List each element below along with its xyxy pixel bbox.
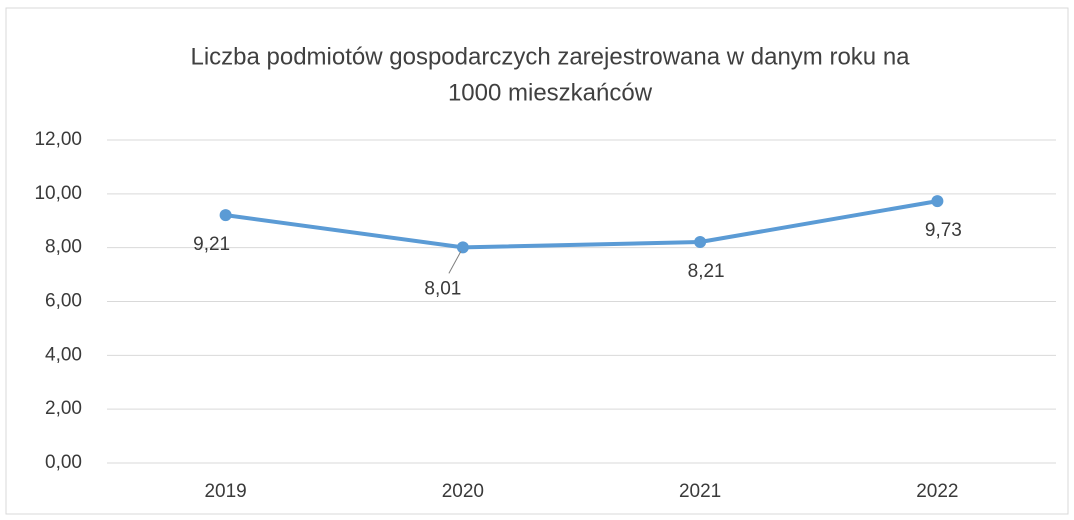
chart-title: 1000 mieszkańców — [448, 79, 653, 106]
data-label: 8,21 — [688, 261, 725, 282]
y-tick-label: 10,00 — [34, 183, 82, 204]
x-tick-label: 2020 — [442, 481, 484, 502]
x-tick-label: 2019 — [204, 481, 246, 502]
marker — [219, 209, 232, 222]
data-label: 9,73 — [925, 220, 962, 241]
series-line — [225, 199, 938, 250]
marker — [694, 236, 707, 249]
y-tick-label: 0,00 — [45, 452, 82, 473]
data-label: 9,21 — [193, 234, 230, 255]
marker — [456, 241, 469, 254]
y-tick-label: 12,00 — [34, 129, 82, 150]
leader-line — [448, 251, 462, 274]
y-tick-label: 8,00 — [45, 237, 82, 258]
chart-title: Liczba podmiotów gospodarczych zarejestr… — [190, 43, 910, 70]
chart-border — [5, 7, 1069, 515]
marker — [931, 195, 944, 208]
y-tick-label: 2,00 — [45, 398, 82, 419]
y-tick-label: 4,00 — [45, 344, 82, 365]
x-tick-label: 2022 — [916, 481, 958, 502]
data-label: 8,01 — [424, 278, 461, 299]
y-tick-label: 6,00 — [45, 291, 82, 312]
x-tick-label: 2021 — [679, 481, 721, 502]
